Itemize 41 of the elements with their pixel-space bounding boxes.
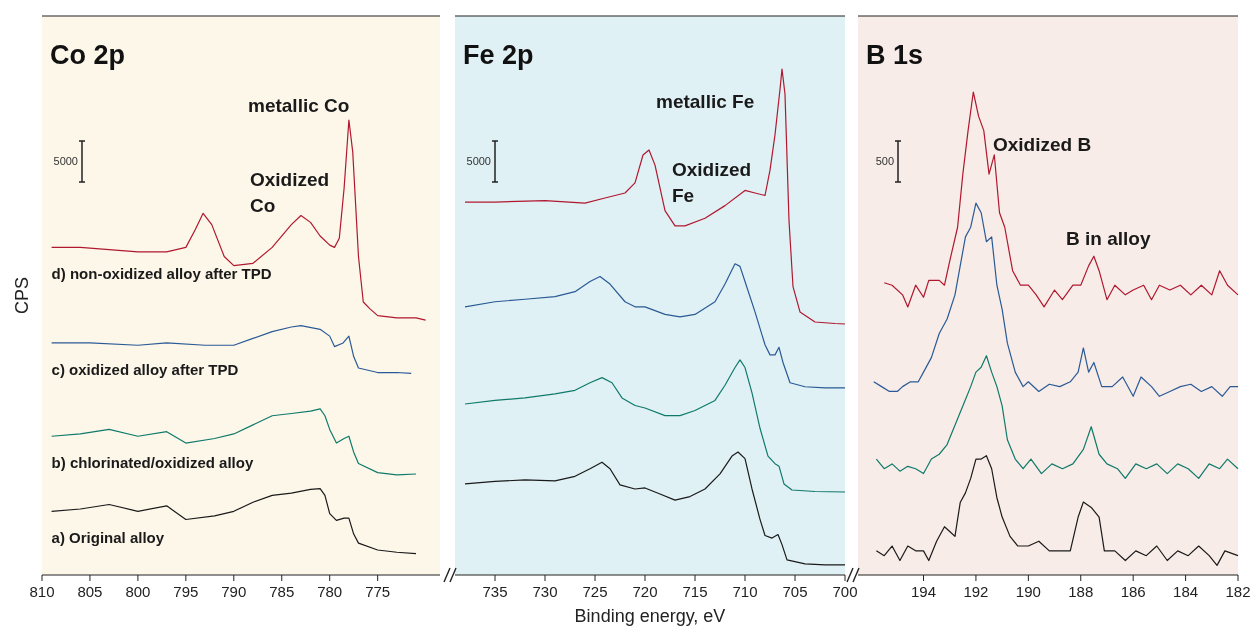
x-tick-label: 795 (173, 583, 199, 600)
x-tick-label: 790 (221, 583, 247, 600)
x-tick-label: 710 (732, 583, 758, 600)
x-tick-label: 805 (77, 583, 103, 600)
x-tick-label: 720 (632, 583, 658, 600)
x-tick-label: 730 (532, 583, 558, 600)
x-tick-label: 194 (911, 583, 937, 600)
x-tick-label: 735 (482, 583, 508, 600)
y-axis-title: CPS (12, 276, 32, 315)
annotation: metallic Fe (656, 91, 755, 112)
series-label: b) chlorinated/oxidized alloy (51, 454, 254, 472)
annotation: Oxidized Co (250, 169, 330, 216)
x-tick-label: 182 (1225, 583, 1251, 600)
annotation: 5000 (53, 155, 78, 167)
chart-title: Fe 2p (463, 40, 534, 70)
x-tick-label: 785 (269, 583, 295, 600)
annotation: 500 (875, 155, 894, 167)
x-tick-label: 780 (317, 583, 343, 600)
x-tick-label: 810 (29, 583, 55, 600)
annotation: B in alloy (1066, 228, 1151, 249)
x-tick-label: 184 (1173, 583, 1199, 600)
x-tick-label: 715 (682, 583, 708, 600)
x-tick-label: 190 (1015, 583, 1041, 600)
x-tick-label: 705 (782, 583, 808, 600)
annotation: Oxidized B (993, 134, 1092, 155)
series-label: a) Original alloy (51, 529, 165, 547)
text: metallic Co (248, 95, 350, 116)
x-axis-title: Binding energy, eV (574, 606, 726, 626)
x-tick-label: 186 (1120, 583, 1146, 600)
annotation: 5000 (466, 155, 491, 167)
series-label: d) non-oxidized alloy after TPD (51, 265, 272, 283)
x-tick-label: 192 (963, 583, 989, 600)
x-tick-label: 188 (1068, 583, 1094, 600)
x-tick-label: 775 (365, 583, 391, 600)
x-tick-label: 800 (125, 583, 151, 600)
series-label: c) oxidized alloy after TPD (51, 360, 239, 378)
chart-title: B 1s (866, 40, 924, 70)
chart-title: Co 2p (50, 40, 126, 70)
x-tick-label: 700 (832, 583, 858, 600)
annotation: Oxidized Fe (672, 159, 752, 206)
x-tick-label: 725 (582, 583, 608, 600)
